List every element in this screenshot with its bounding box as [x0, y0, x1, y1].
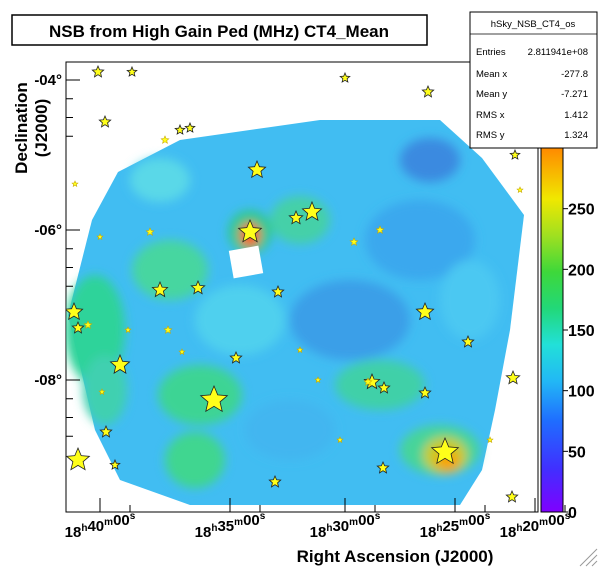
star-marker: [124, 326, 132, 333]
star-marker: [98, 388, 106, 395]
star-marker: [91, 64, 105, 78]
star-marker: [247, 159, 267, 179]
star-marker: [190, 279, 206, 295]
star-marker: [99, 424, 113, 438]
star-marker: [66, 301, 84, 321]
colorbar: [540, 147, 564, 513]
x-tick-label: 18h20m00s: [500, 511, 571, 541]
star-marker: [184, 121, 196, 133]
heatmap-field: [66, 64, 524, 505]
star-marker: [349, 237, 359, 246]
star-marker: [96, 233, 104, 241]
star-marker: [109, 353, 131, 374]
star-layer: [66, 64, 524, 503]
x-tick-label: 18h25m00s: [420, 511, 491, 541]
stats-value: -277.8: [561, 69, 588, 80]
resize-grip[interactable]: [579, 548, 598, 567]
star-marker: [377, 380, 391, 394]
y-axis: -04° -06° -08°: [34, 72, 80, 437]
star-marker: [486, 436, 494, 443]
x-tick-label: 18h30m00s: [310, 511, 381, 541]
star-marker: [237, 218, 263, 243]
star-marker: [375, 225, 385, 234]
star-marker: [301, 200, 323, 221]
star-marker: [376, 460, 390, 474]
star-marker: [415, 301, 435, 321]
star-marker: [271, 284, 285, 298]
star-marker: [363, 377, 373, 386]
star-marker: [363, 372, 381, 390]
star-marker: [461, 334, 475, 348]
star-marker: [505, 369, 521, 385]
stats-value: 2.811941e+08: [528, 47, 588, 58]
coverage-gap: [228, 245, 264, 279]
stats-box-title: hSky_NSB_CT4_os: [491, 19, 576, 30]
stats-box: [469, 11, 598, 149]
title-box: [11, 14, 428, 46]
star-marker: [83, 320, 93, 329]
y-tick-label: -06°: [34, 222, 62, 239]
stats-value: 1.412: [564, 110, 588, 121]
y-tick-label: -08°: [34, 372, 62, 389]
stats-row-entries: Entries 2.811941e+08: [476, 47, 588, 58]
star-marker: [339, 71, 351, 83]
stats-label: RMS y: [476, 130, 505, 141]
colorbar-labels: 0 50 100 150 200 250: [563, 202, 595, 522]
star-marker: [178, 348, 186, 355]
star-marker: [126, 65, 138, 77]
stats-label: Mean x: [476, 69, 507, 80]
star-marker: [66, 446, 91, 471]
stats-label: Entries: [476, 47, 506, 58]
colorbar-label: 0: [568, 505, 577, 522]
y-axis-title: Declination(J2000): [12, 82, 51, 174]
x-tick-label: 18h40m00s: [65, 511, 136, 541]
y-tick-label: -04°: [34, 72, 62, 89]
star-marker: [174, 123, 186, 135]
x-tick-label: 18h35m00s: [195, 511, 266, 541]
star-marker: [509, 148, 521, 160]
stats-row-rms-y: RMS y 1.324: [476, 130, 588, 141]
colorbar-label: 200: [568, 262, 595, 279]
star-marker: [109, 458, 121, 470]
star-marker: [288, 209, 304, 225]
y-axis-title-line: (J2000): [32, 99, 51, 158]
star-marker: [229, 350, 243, 364]
colorbar-label: 100: [568, 384, 595, 401]
star-marker: [268, 474, 282, 488]
star-marker: [314, 376, 322, 383]
star-marker: [151, 280, 169, 298]
star-marker: [199, 384, 229, 413]
star-marker: [421, 84, 435, 98]
stats-row-rms-x: RMS x 1.412: [476, 110, 588, 121]
star-marker: [71, 180, 79, 188]
y-axis-title-line: Declination: [12, 82, 31, 174]
star-marker: [296, 346, 304, 353]
x-axis: 18h40m00s 18h35m00s 18h30m00s 18h25m00s 18h2…: [65, 498, 571, 541]
x-axis-title: Right Ascension (J2000): [297, 547, 494, 566]
stats-row-mean-x: Mean x -277.8: [476, 69, 588, 80]
star-marker: [163, 325, 173, 334]
stats-row-mean-y: Mean y -7.271: [476, 89, 588, 100]
star-marker: [160, 135, 170, 144]
stats-label: Mean y: [476, 89, 507, 100]
star-marker: [71, 320, 85, 334]
star-marker: [505, 489, 519, 503]
star-marker: [98, 114, 112, 128]
star-marker: [418, 385, 432, 399]
stats-label: RMS x: [476, 110, 505, 121]
stats-value: 1.324: [564, 130, 588, 141]
star-marker: [430, 436, 460, 465]
star-marker: [336, 436, 344, 443]
star-marker: [516, 186, 524, 194]
colorbar-label: 150: [568, 323, 595, 340]
colorbar-label: 250: [568, 202, 595, 219]
colorbar-label: 50: [568, 444, 586, 461]
stats-value: -7.271: [561, 89, 588, 100]
star-marker: [145, 227, 155, 236]
chart-title: NSB from High Gain Ped (MHz) CT4_Mean: [49, 22, 389, 41]
